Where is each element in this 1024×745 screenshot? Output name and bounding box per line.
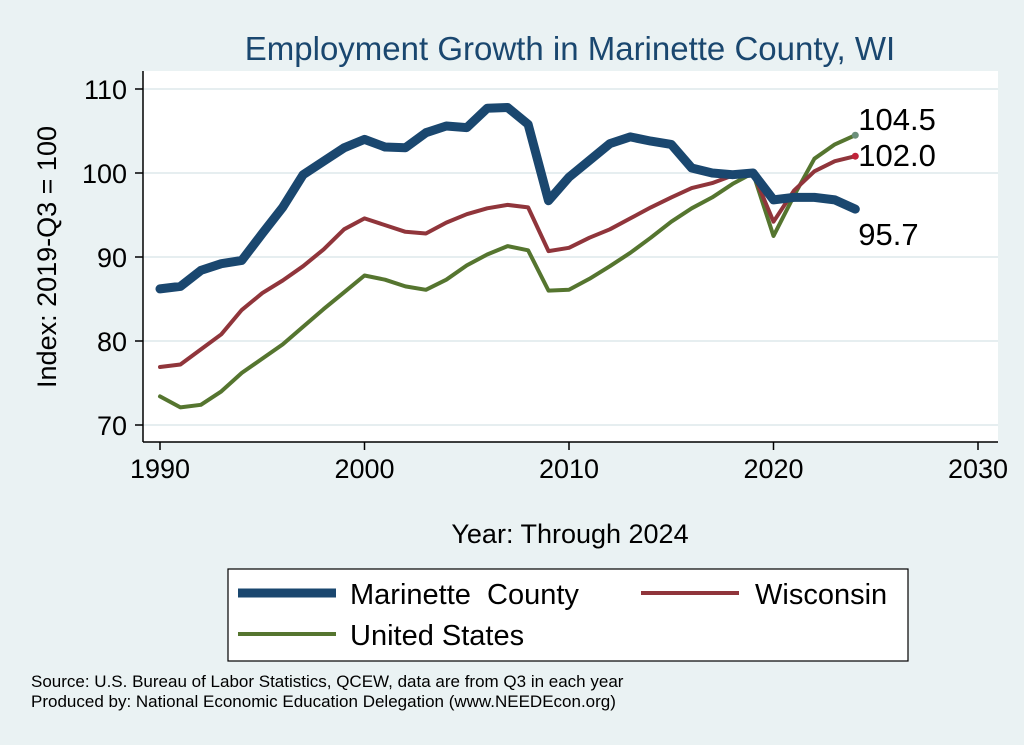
end-label-united-states: 104.5 [858,102,936,137]
series-line-marinette [155,103,860,294]
x-axis-ticks: 1990 2000 2010 2020 2030 [130,442,1008,484]
legend-label-marinette: Marinette County [350,579,579,611]
end-label-wisconsin: 102.0 [858,138,936,173]
series-line-united-states [158,133,858,410]
legend-box [227,568,909,662]
end-marker-wisconsin [851,152,859,160]
y-tick-label-80: 80 [97,327,127,357]
x-tick-label-1990: 1990 [130,454,190,484]
x-tick-label-2030: 2030 [948,454,1008,484]
series-lines [155,103,860,410]
y-tick-label-90: 90 [97,243,127,273]
x-tick-label-2020: 2020 [743,454,803,484]
end-label-marinette: 95.7 [858,217,918,252]
y-tick-label-70: 70 [97,411,127,441]
produced-by-note: Produced by: National Economic Education… [31,692,616,711]
y-axis-ticks: 70 80 90 100 110 [82,75,143,441]
legend: Marinette County Wisconsin United States [227,568,909,662]
chart-title: Employment Growth in Marinette County, W… [245,30,895,67]
source-note: Source: U.S. Bureau of Labor Statistics,… [31,672,624,691]
x-axis-label: Year: Through 2024 [451,519,688,549]
end-marker-united-states [851,131,859,139]
legend-label-wisconsin: Wisconsin [755,579,887,611]
x-tick-label-2010: 2010 [539,454,599,484]
y-tick-label-110: 110 [84,75,127,105]
x-tick-label-2000: 2000 [334,454,394,484]
y-tick-label-100: 100 [82,159,127,189]
y-axis-label: Index: 2019-Q3 = 100 [32,126,62,388]
legend-label-united-states: United States [350,620,524,652]
